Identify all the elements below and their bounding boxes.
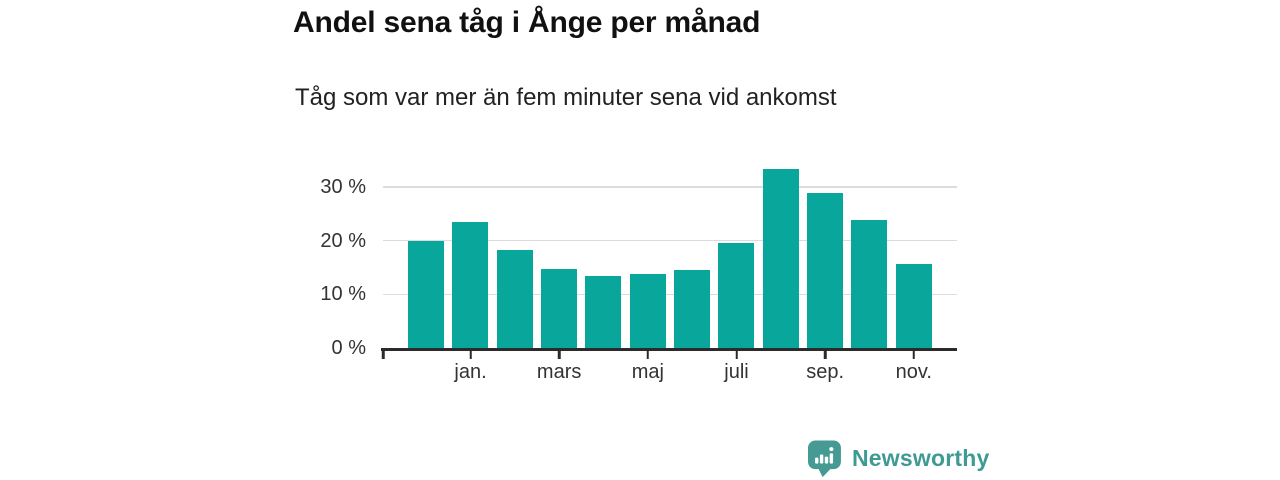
bar-slot — [803, 193, 847, 348]
chart-subtitle: Tåg som var mer än fem minuter sena vid … — [295, 84, 837, 111]
chart-title: Andel sena tåg i Ånge per månad — [293, 6, 761, 39]
x-tick-origin — [381, 348, 385, 359]
bar-juli — [718, 243, 755, 348]
x-tick-label: sep. — [806, 361, 845, 383]
bar-aug. — [762, 169, 799, 348]
bar-slot — [537, 269, 581, 348]
x-tick-label: jan. — [454, 361, 487, 383]
bar-slot — [581, 275, 625, 348]
brand-footer: Newsworthy — [808, 440, 989, 477]
bar-jan. — [452, 221, 489, 348]
bar-maj — [629, 273, 666, 348]
bar-slot — [670, 269, 714, 348]
x-tick-sep. — [823, 348, 827, 359]
x-tick-mars — [557, 348, 561, 359]
brand-name: Newsworthy — [852, 445, 990, 471]
x-axis-line — [381, 348, 957, 351]
bar-dec. — [408, 240, 445, 348]
x-tick-jan. — [469, 348, 472, 359]
bar-apr. — [585, 275, 622, 348]
x-tick-maj — [646, 348, 650, 359]
plot-area: 0 % 10 % 20 % 30 % jan. mars maj juli sep. nov. — [320, 159, 957, 383]
bar-slot — [626, 273, 670, 348]
bar-slot — [714, 243, 758, 348]
x-tick-label: nov. — [895, 361, 932, 383]
bar-juni — [674, 269, 711, 348]
bar-sep. — [807, 193, 844, 348]
x-tick-juli — [735, 348, 738, 359]
gridline-20 — [383, 239, 957, 242]
bar-feb. — [496, 250, 533, 348]
bar-okt. — [851, 220, 888, 348]
y-tick-label: 0 % — [331, 337, 366, 359]
bar-slot — [493, 250, 537, 348]
x-tick-label: juli — [724, 361, 749, 383]
y-tick-label: 10 % — [320, 283, 366, 306]
y-tick-label: 20 % — [320, 229, 366, 252]
bars-container — [383, 159, 957, 348]
bar-nov. — [895, 263, 932, 348]
bar-mars — [541, 269, 578, 348]
bar-slot — [448, 221, 492, 348]
bar-slot — [892, 263, 936, 348]
bar-slot — [404, 240, 448, 348]
x-tick-label: maj — [631, 361, 664, 383]
y-tick-label: 30 % — [320, 175, 366, 198]
x-tick-nov. — [912, 348, 916, 359]
newsworthy-logo-icon — [808, 440, 841, 477]
x-tick-label: mars — [536, 361, 582, 383]
gridline-10 — [383, 293, 957, 296]
bar-slot — [847, 220, 891, 348]
bar-slot — [759, 169, 803, 348]
gridline-30 — [383, 186, 957, 188]
